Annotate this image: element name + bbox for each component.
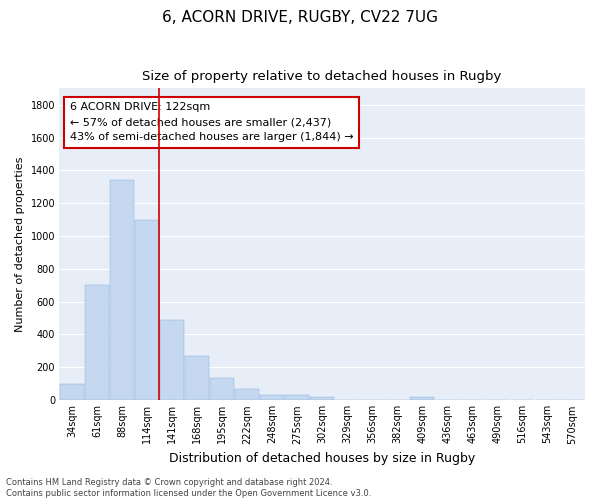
Bar [185,356,209,400]
Text: Contains HM Land Registry data © Crown copyright and database right 2024.
Contai: Contains HM Land Registry data © Crown c… [6,478,371,498]
Bar [85,285,109,400]
Bar [235,388,259,400]
Bar [160,320,184,400]
Bar [285,394,309,400]
X-axis label: Distribution of detached houses by size in Rugby: Distribution of detached houses by size … [169,452,475,465]
Text: 6 ACORN DRIVE: 122sqm
← 57% of detached houses are smaller (2,437)
43% of semi-d: 6 ACORN DRIVE: 122sqm ← 57% of detached … [70,102,353,142]
Bar [210,378,234,400]
Text: 6, ACORN DRIVE, RUGBY, CV22 7UG: 6, ACORN DRIVE, RUGBY, CV22 7UG [162,10,438,25]
Title: Size of property relative to detached houses in Rugby: Size of property relative to detached ho… [142,70,502,83]
Bar [410,397,434,400]
Bar [110,180,134,400]
Bar [310,397,334,400]
Bar [260,394,284,400]
Bar [135,220,159,400]
Bar [60,384,84,400]
Y-axis label: Number of detached properties: Number of detached properties [15,156,25,332]
